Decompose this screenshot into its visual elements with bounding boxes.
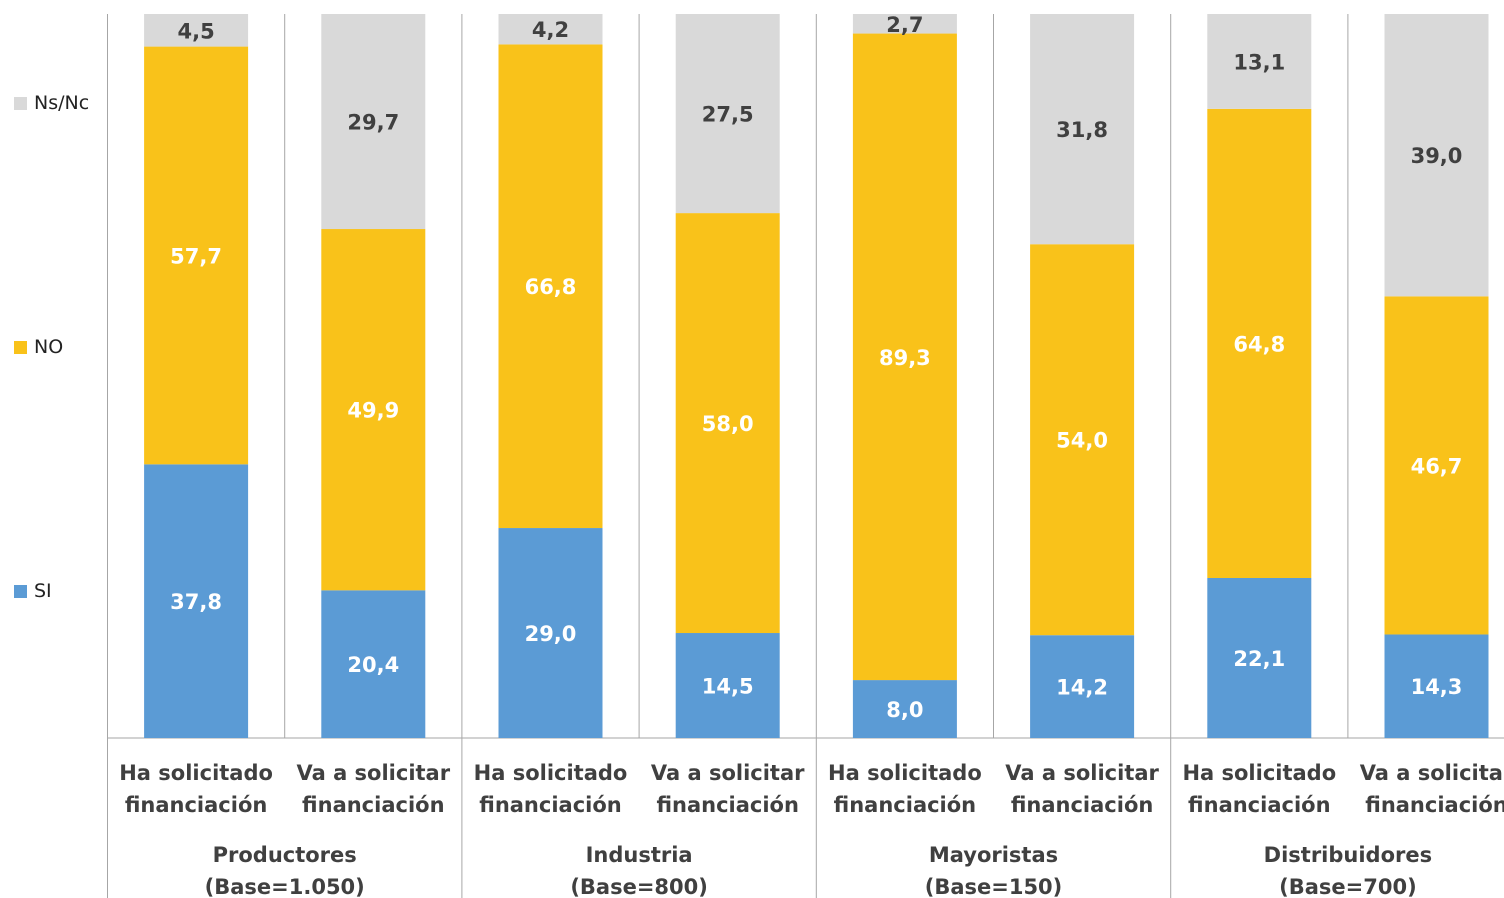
category-label: financiación — [1365, 793, 1504, 817]
data-label-si: 20,4 — [347, 653, 399, 677]
bar-segment-si — [675, 633, 780, 738]
data-label-no: 64,8 — [1233, 332, 1285, 356]
data-label-ns: 4,2 — [532, 18, 569, 42]
data-label-ns: 31,8 — [1056, 118, 1108, 142]
bar-segment-si — [1207, 577, 1312, 738]
group-base-label: (Base=700) — [1279, 875, 1417, 898]
bar-segment-si — [144, 464, 249, 738]
data-label-ns: 4,5 — [177, 19, 214, 43]
legend-swatch-no — [14, 340, 27, 354]
data-label-ns: 29,7 — [347, 111, 399, 135]
bar-segment-si — [321, 590, 426, 738]
group-base-label: (Base=800) — [570, 875, 708, 898]
group-label: Industria — [586, 843, 693, 867]
legend-label-ns: Ns/Nc — [34, 92, 90, 114]
data-label-si: 14,2 — [1056, 676, 1108, 700]
bar-segment-no — [1207, 108, 1312, 578]
bar-segment-no — [1384, 296, 1489, 635]
data-label-si: 14,3 — [1411, 675, 1463, 699]
data-label-si: 8,0 — [886, 698, 923, 722]
data-label-ns: 13,1 — [1233, 50, 1285, 74]
legend-item-no: NO — [14, 336, 63, 358]
bar-segment-ns — [498, 14, 603, 45]
bar-segment-si — [1384, 634, 1489, 738]
category-label: financiación — [656, 793, 798, 817]
data-label-si: 22,1 — [1233, 647, 1285, 671]
data-label-ns: 27,5 — [702, 103, 754, 127]
category-label: financiación — [834, 793, 976, 817]
legend-item-ns: Ns/Nc — [14, 92, 89, 114]
bar-segment-no — [675, 213, 780, 634]
data-label-si: 14,5 — [702, 675, 754, 699]
category-label: Va a solicitar — [296, 761, 450, 785]
data-label-no: 89,3 — [879, 346, 931, 370]
data-label-si: 37,8 — [170, 590, 222, 614]
bar-segment-ns — [1384, 14, 1489, 297]
legend-swatch-si — [14, 584, 27, 598]
bar-segment-si — [1030, 635, 1135, 738]
bar-segment-ns — [144, 14, 249, 47]
category-label: financiación — [125, 793, 267, 817]
category-label: Ha solicitado — [828, 761, 982, 785]
legend-item-si: SI — [14, 580, 52, 602]
data-label-no: 46,7 — [1411, 454, 1463, 478]
category-label: financiación — [1188, 793, 1330, 817]
category-label: Ha solicitado — [119, 761, 273, 785]
data-label-no: 66,8 — [525, 275, 577, 299]
group-label: Mayoristas — [929, 843, 1058, 867]
data-label-no: 57,7 — [170, 244, 222, 268]
bar-segment-ns — [321, 14, 426, 230]
data-label-ns: 39,0 — [1411, 144, 1463, 168]
data-label-no: 54,0 — [1056, 429, 1108, 453]
group-label: Productores — [213, 843, 357, 867]
bar-segment-no — [321, 229, 426, 591]
data-label-no: 49,9 — [347, 399, 399, 423]
category-label: financiación — [479, 793, 621, 817]
bar-segment-no — [498, 44, 603, 529]
category-label: financiación — [302, 793, 444, 817]
category-label: Va a solicitar — [1360, 761, 1504, 785]
bar-segment-si — [852, 680, 957, 738]
data-label-no: 58,0 — [702, 412, 754, 436]
category-label: financiación — [1011, 793, 1153, 817]
bar-segment-si — [498, 528, 603, 738]
data-label-ns: 2,7 — [886, 13, 923, 37]
bar-segment-no — [1030, 244, 1135, 636]
category-label: Ha solicitado — [474, 761, 628, 785]
category-label: Ha solicitado — [1182, 761, 1336, 785]
bar-segment-ns — [1207, 14, 1312, 109]
group-base-label: (Base=1.050) — [205, 875, 365, 898]
bar-segment-ns — [675, 14, 780, 214]
bar-segment-ns — [852, 14, 957, 34]
data-label-si: 29,0 — [525, 622, 577, 646]
group-base-label: (Base=150) — [925, 875, 1063, 898]
category-label: Va a solicitar — [1005, 761, 1159, 785]
group-label: Distribuidores — [1264, 843, 1432, 867]
bar-segment-ns — [1030, 14, 1135, 245]
legend-swatch-ns — [14, 96, 27, 110]
bar-segment-no — [852, 33, 957, 681]
legend-label-no: NO — [34, 336, 64, 358]
category-label: Va a solicitar — [651, 761, 805, 785]
bar-segment-no — [144, 46, 249, 465]
legend-label-si: SI — [34, 580, 52, 602]
